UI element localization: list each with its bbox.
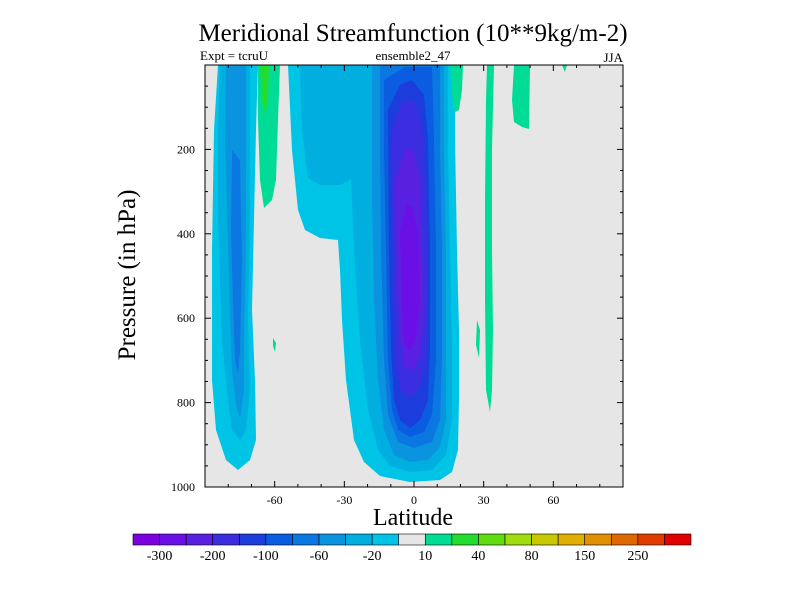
colorbar-labels: -300 -200 -100 -60 -20 10 40 80 150 250 (147, 549, 649, 564)
colorbar-swatch (451, 533, 479, 546)
colorbar-swatch (664, 533, 692, 546)
colorbar-swatch (584, 533, 612, 546)
colorbar-label: -60 (310, 549, 329, 564)
contour-trop-10 (400, 205, 420, 352)
colorbar-swatch (159, 533, 187, 546)
colorbar-swatch (504, 533, 532, 546)
colorbar-label: -20 (363, 549, 382, 564)
subtitle-center: ensemble2_47 (375, 48, 451, 63)
colorbar-label: 80 (525, 549, 539, 564)
contour-field (212, 65, 567, 482)
contour-pos-25N-blip (476, 320, 480, 358)
subtitle-left: Expt = tcruU (200, 48, 269, 63)
chart-title: Meridional Streamfunction (10**9kg/m-2) (198, 20, 627, 47)
colorbar-swatch (132, 533, 160, 546)
contour-south-core (231, 150, 242, 375)
colorbar-swatch (212, 533, 240, 546)
colorbar-swatch (637, 533, 665, 546)
colorbar-label: 10 (418, 549, 432, 564)
y-tick-label: 1000 (171, 480, 195, 494)
colorbar-swatch (557, 533, 586, 546)
contour-pos-60S-blip (273, 338, 276, 352)
colorbar-swatch (345, 533, 373, 546)
colorbar-swatch (238, 533, 267, 546)
contour-pos-70N (562, 65, 567, 72)
contour-pos-30N (485, 65, 494, 412)
colorbar (132, 533, 692, 546)
colorbar-swatch (371, 533, 400, 546)
x-tick-label: 60 (547, 493, 559, 507)
colorbar-label: 150 (574, 549, 595, 564)
y-tick-label: 200 (177, 142, 195, 156)
colorbar-swatch (185, 533, 214, 546)
y-tick-label: 400 (177, 227, 195, 241)
colorbar-swatch (531, 533, 559, 546)
contour-pos-60S-core (260, 65, 269, 115)
subtitle-right: JJA (603, 50, 623, 65)
colorbar-label: -100 (253, 549, 279, 564)
x-tick-label: -60 (267, 493, 283, 507)
colorbar-swatch (424, 533, 453, 546)
axis-tick-labels: -60 -30 0 30 60 200 400 600 800 1000 (171, 142, 559, 507)
colorbar-swatch (478, 533, 506, 546)
y-tick-label: 800 (177, 396, 195, 410)
colorbar-swatch (398, 533, 426, 546)
axis-ticks (205, 65, 623, 488)
colorbar-label: -200 (200, 549, 226, 564)
colorbar-swatch (610, 533, 639, 546)
y-tick-label: 600 (177, 311, 195, 325)
x-tick-label: 0 (411, 493, 417, 507)
colorbar-swatch (292, 533, 320, 546)
contour-pos-20N (450, 65, 463, 112)
contour-pos-45N (512, 65, 530, 129)
colorbar-swatch (318, 533, 346, 546)
colorbar-label: -300 (147, 549, 173, 564)
x-tick-label: -30 (336, 493, 352, 507)
colorbar-label: 40 (471, 549, 485, 564)
x-tick-label: 30 (478, 493, 490, 507)
x-axis-label: Latitude (373, 505, 453, 531)
y-axis-label: Pressure (in hPa) (114, 190, 141, 361)
colorbar-swatch (265, 533, 293, 546)
colorbar-label: 250 (627, 549, 648, 564)
